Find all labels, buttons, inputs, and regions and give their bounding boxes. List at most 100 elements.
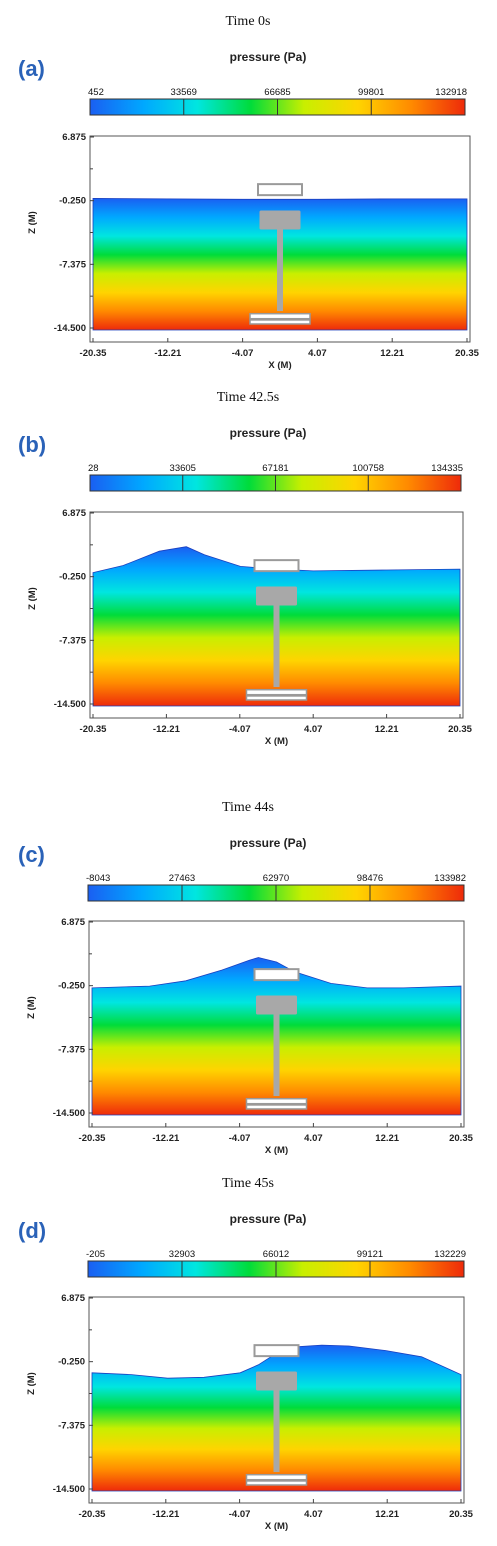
chart-panel-c: Time 44s (c) pressure (Pa) -8043 27463 62970 9… xyxy=(18,800,474,1156)
platform-structure xyxy=(245,968,308,1110)
platform-structure xyxy=(245,1344,308,1486)
colorbar-tick-label: 67181 xyxy=(262,463,288,474)
colorbar-title: pressure (Pa) xyxy=(230,1212,307,1226)
x-tick-label: -12.21 xyxy=(152,1509,180,1520)
x-tick-label: 12.21 xyxy=(375,724,399,735)
colorbar-tick-label: 99121 xyxy=(357,1249,383,1260)
platform-hull xyxy=(256,586,297,606)
x-tick-label: -20.35 xyxy=(80,724,108,735)
colorbar-tick-label: 99801 xyxy=(358,87,384,98)
platform-pontoon-lower xyxy=(245,695,308,701)
colorbar-tick-label: 133982 xyxy=(434,873,466,884)
x-tick-label: -4.07 xyxy=(229,724,251,735)
y-tick-label: -14.500 xyxy=(53,1484,85,1495)
y-tick-label: -0.250 xyxy=(58,1357,85,1368)
platform-column xyxy=(273,604,280,688)
y-tick-label: 6.875 xyxy=(61,917,85,928)
x-tick-label: -4.07 xyxy=(229,1509,251,1520)
colorbar-tick-label: 134335 xyxy=(431,463,463,474)
colorbar-tick-label: 62970 xyxy=(263,873,289,884)
y-tick-label: -7.375 xyxy=(59,635,87,646)
x-tick-label: 20.35 xyxy=(448,724,472,735)
platform-pontoon-lower xyxy=(249,319,311,325)
panel-label: (a) xyxy=(18,56,45,81)
y-tick-label: -7.375 xyxy=(59,259,87,270)
platform-pontoon-upper xyxy=(245,1473,308,1481)
colorbar-tick-label: 33605 xyxy=(170,463,196,474)
y-axis-label: Z (M) xyxy=(27,587,38,610)
colorbar-tick-label: 98476 xyxy=(357,873,383,884)
y-tick-label: -14.500 xyxy=(54,323,86,334)
platform-deck xyxy=(253,968,300,982)
platform-pontoon-lower xyxy=(245,1480,308,1486)
y-tick-label: -0.250 xyxy=(58,981,85,992)
y-tick-label: -14.500 xyxy=(54,699,86,710)
x-tick-label: -20.35 xyxy=(79,1133,107,1144)
y-axis-label: Z (M) xyxy=(26,996,37,1019)
platform-pontoon-lower xyxy=(245,1104,308,1110)
colorbar-tick-label: 33569 xyxy=(171,87,197,98)
x-tick-label: -20.35 xyxy=(80,348,108,359)
colorbar-tick-label: -205 xyxy=(86,1249,105,1260)
y-tick-label: 6.875 xyxy=(62,132,86,143)
y-axis-label: Z (M) xyxy=(26,1372,37,1395)
colorbar-tick-label: 32903 xyxy=(169,1249,195,1260)
y-tick-label: -7.375 xyxy=(58,1420,86,1431)
x-tick-label: 4.07 xyxy=(304,1509,323,1520)
x-tick-label: -20.35 xyxy=(79,1509,107,1520)
colorbar-tick-label: 66012 xyxy=(263,1249,289,1260)
colorbar-title: pressure (Pa) xyxy=(230,50,307,64)
platform-deck xyxy=(253,559,300,573)
colorbar-title: pressure (Pa) xyxy=(230,426,307,440)
panel-label: (b) xyxy=(18,432,46,457)
time-label: Time 0s xyxy=(225,14,270,29)
x-tick-label: 4.07 xyxy=(304,724,323,735)
colorbar-tick-label: -8043 xyxy=(86,873,110,884)
y-tick-label: 6.875 xyxy=(61,1293,85,1304)
colorbar-tick-label: 27463 xyxy=(169,873,195,884)
x-tick-label: 20.35 xyxy=(455,348,479,359)
time-label: Time 44s xyxy=(222,800,274,815)
x-tick-label: -4.07 xyxy=(232,348,254,359)
x-axis-label: X (M) xyxy=(265,1145,288,1156)
colorbar-tick-label: 100758 xyxy=(352,463,384,474)
colorbar-tick-label: 132918 xyxy=(435,87,467,98)
chart-panel-a: Time 0s (a) pressure (Pa) 452 33569 66685 9980… xyxy=(18,14,480,371)
x-tick-label: 4.07 xyxy=(308,348,327,359)
x-axis-label: X (M) xyxy=(268,360,291,371)
y-tick-label: -0.250 xyxy=(59,196,86,207)
x-tick-label: 12.21 xyxy=(375,1133,399,1144)
platform-structure xyxy=(245,559,308,701)
platform-pontoon-upper xyxy=(245,688,308,696)
platform-pontoon-upper xyxy=(249,312,311,320)
x-tick-label: 12.21 xyxy=(375,1509,399,1520)
platform-deck xyxy=(257,183,303,197)
platform-pontoon-upper xyxy=(245,1097,308,1105)
platform-hull xyxy=(256,995,297,1015)
time-label: Time 42.5s xyxy=(217,390,280,405)
x-tick-label: 4.07 xyxy=(304,1133,323,1144)
x-tick-label: 12.21 xyxy=(380,348,404,359)
x-tick-label: 20.35 xyxy=(449,1133,473,1144)
panel-label: (d) xyxy=(18,1218,46,1243)
platform-hull xyxy=(256,1371,297,1391)
y-tick-label: -7.375 xyxy=(58,1044,86,1055)
chart-panel-d: Time 45s (d) pressure (Pa) -205 32903 66012 99… xyxy=(18,1176,474,1532)
x-tick-label: 20.35 xyxy=(449,1509,473,1520)
colorbar-tick-label: 66685 xyxy=(264,87,290,98)
x-tick-label: -4.07 xyxy=(229,1133,251,1144)
y-tick-label: 6.875 xyxy=(62,508,86,519)
colorbar-tick-label: 452 xyxy=(88,87,104,98)
x-tick-label: -12.21 xyxy=(153,724,181,735)
y-axis-label: Z (M) xyxy=(27,211,38,234)
platform-column xyxy=(273,1389,280,1473)
platform-column xyxy=(277,228,283,312)
x-axis-label: X (M) xyxy=(265,1521,288,1532)
platform-deck xyxy=(253,1344,300,1358)
colorbar-title: pressure (Pa) xyxy=(230,836,307,850)
colorbar-tick-label: 28 xyxy=(88,463,99,474)
x-tick-label: -12.21 xyxy=(152,1133,180,1144)
time-label: Time 45s xyxy=(222,1176,274,1191)
platform-structure xyxy=(249,183,311,325)
